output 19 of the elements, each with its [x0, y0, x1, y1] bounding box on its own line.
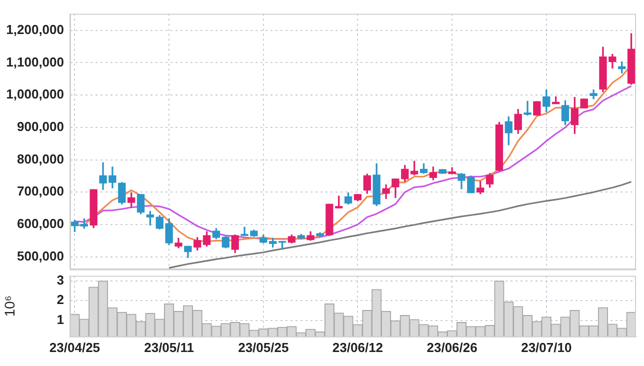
x-tick-label: 23/04/25 [49, 340, 100, 355]
y-tick-label: 1,200,000 [6, 22, 64, 37]
x-tick-label: 23/06/26 [426, 340, 478, 355]
y-tick-label: 2 [56, 292, 64, 308]
y-tick-label: 500,000 [17, 248, 64, 264]
y-tick-label: 900,000 [17, 118, 64, 134]
x-tick-label: 23/07/10 [521, 340, 572, 355]
y-tick-label: 800,000 [17, 151, 64, 166]
y-axis-title: 10⁶ [1, 295, 18, 317]
y-tick-label: 3 [56, 272, 64, 288]
y-tick-label: 600,000 [17, 216, 64, 232]
candlestick [524, 100, 532, 116]
y-tick-label: 700,000 [17, 184, 64, 199]
y-tick-label: 1,100,000 [6, 54, 64, 70]
y-tick-label: 1 [56, 312, 64, 328]
x-tick-label: 23/06/12 [332, 340, 384, 355]
y-tick-label: 1,000,000 [6, 86, 64, 102]
x-tick-label: 23/05/25 [238, 340, 289, 355]
x-tick-label: 23/05/11 [144, 340, 194, 355]
